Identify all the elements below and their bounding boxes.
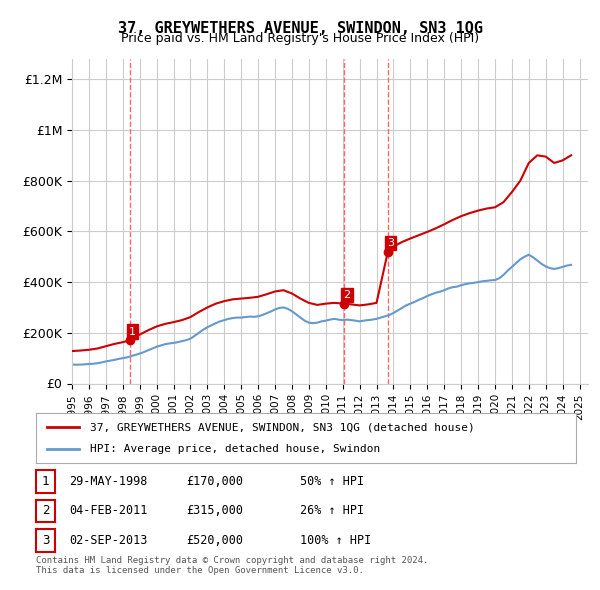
Text: 37, GREYWETHERS AVENUE, SWINDON, SN3 1QG: 37, GREYWETHERS AVENUE, SWINDON, SN3 1QG (118, 21, 482, 35)
Text: 37, GREYWETHERS AVENUE, SWINDON, SN3 1QG (detached house): 37, GREYWETHERS AVENUE, SWINDON, SN3 1QG… (90, 422, 475, 432)
Text: 3: 3 (387, 238, 394, 248)
Text: £520,000: £520,000 (186, 534, 243, 547)
Text: 04-FEB-2011: 04-FEB-2011 (69, 504, 148, 517)
Text: 50% ↑ HPI: 50% ↑ HPI (300, 475, 364, 488)
Text: £315,000: £315,000 (186, 504, 243, 517)
Text: 26% ↑ HPI: 26% ↑ HPI (300, 504, 364, 517)
Text: 1: 1 (129, 326, 136, 336)
Text: 02-SEP-2013: 02-SEP-2013 (69, 534, 148, 547)
Text: 100% ↑ HPI: 100% ↑ HPI (300, 534, 371, 547)
Text: 3: 3 (42, 534, 49, 547)
Text: 2: 2 (343, 290, 350, 300)
Text: Price paid vs. HM Land Registry's House Price Index (HPI): Price paid vs. HM Land Registry's House … (121, 32, 479, 45)
Text: HPI: Average price, detached house, Swindon: HPI: Average price, detached house, Swin… (90, 444, 380, 454)
Text: £170,000: £170,000 (186, 475, 243, 488)
Text: Contains HM Land Registry data © Crown copyright and database right 2024.
This d: Contains HM Land Registry data © Crown c… (36, 556, 428, 575)
Text: 2: 2 (42, 504, 49, 517)
Text: 1: 1 (42, 475, 49, 488)
Text: 29-MAY-1998: 29-MAY-1998 (69, 475, 148, 488)
